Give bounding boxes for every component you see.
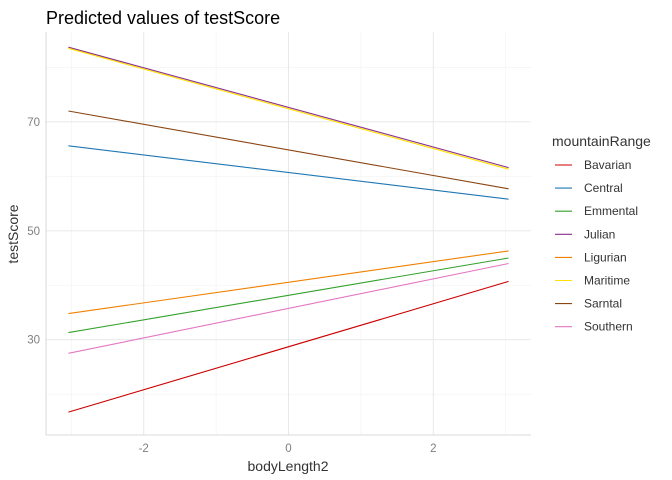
chart-title: Predicted values of testScore <box>46 8 280 28</box>
legend-label: Sarntal <box>584 297 622 311</box>
y-tick-label: 70 <box>27 117 40 129</box>
legend-item-bavarian: Bavarian <box>555 158 631 172</box>
y-tick-label: 50 <box>27 226 40 238</box>
series-line-maritime <box>68 47 509 170</box>
legend-title: mountainRange <box>552 133 651 149</box>
legend-item-maritime: Maritime <box>555 274 630 288</box>
x-axis-title: bodyLength2 <box>248 458 329 474</box>
axes <box>45 32 531 436</box>
legend-label: Southern <box>584 320 633 334</box>
series-line-southern <box>68 262 509 354</box>
legend-item-sarntal: Sarntal <box>555 297 622 311</box>
x-tick-label: 2 <box>430 443 436 455</box>
legend-label: Emmental <box>584 204 638 218</box>
legend-label: Julian <box>584 227 615 241</box>
legend: mountainRange Bavarian Central Emmental Jul… <box>552 133 651 334</box>
series-line-julian <box>68 46 509 169</box>
y-tick-label: 30 <box>27 335 40 347</box>
legend-label: Maritime <box>584 274 630 288</box>
y-axis-title: testScore <box>5 204 21 263</box>
series-lines <box>68 46 509 413</box>
legend-item-ligurian: Ligurian <box>555 250 627 264</box>
legend-item-julian: Julian <box>555 227 615 241</box>
series-line-emmental <box>68 257 509 334</box>
legend-label: Bavarian <box>584 158 631 172</box>
grid <box>46 32 531 435</box>
tick-labels: -2 0 2 30 50 70 <box>27 117 436 455</box>
legend-label: Central <box>584 181 623 195</box>
series-line-bavarian <box>68 280 509 413</box>
legend-item-southern: Southern <box>555 320 633 334</box>
legend-item-central: Central <box>555 181 623 195</box>
series-line-sarntal <box>68 110 509 190</box>
x-tick-label: 0 <box>285 443 291 455</box>
legend-items: Bavarian Central Emmental Julian Ligurian Mar… <box>555 158 638 334</box>
series-line-central <box>68 145 509 200</box>
series-line-ligurian <box>68 250 509 315</box>
legend-label: Ligurian <box>584 250 627 264</box>
x-tick-label: -2 <box>139 443 149 455</box>
legend-item-emmental: Emmental <box>555 204 638 218</box>
